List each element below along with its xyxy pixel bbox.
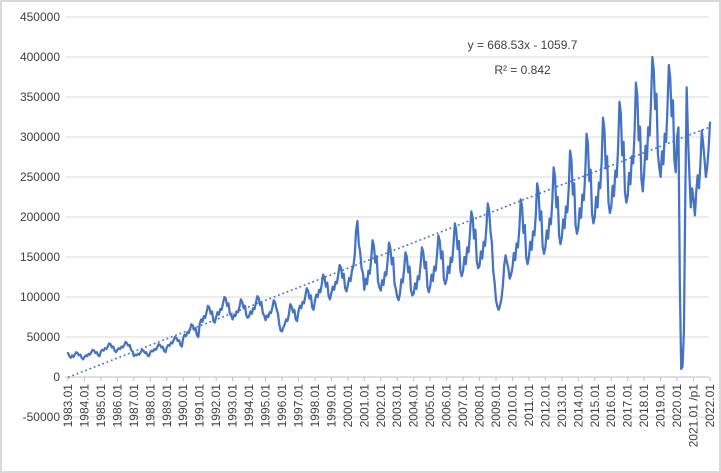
- data-series-line: [66, 55, 712, 371]
- x-axis-tick-label: 2017.01: [621, 384, 635, 428]
- x-axis-tick-label: 1992.01: [209, 384, 223, 428]
- y-axis-tick-label: 400000: [20, 50, 60, 64]
- x-axis-tick-label: 1999.01: [324, 384, 338, 428]
- x-axis-tick-label: 2016.01: [604, 384, 618, 428]
- x-axis-tick-label: 1991.01: [193, 384, 207, 428]
- x-axis-tick-label: 1987.01: [127, 384, 141, 428]
- x-axis-tick-label: 2004.01: [407, 384, 421, 428]
- y-axis-tick-label: 100000: [20, 290, 60, 304]
- y-axis-tick-label: 300000: [20, 130, 60, 144]
- x-axis-tick-label: 1995.01: [259, 384, 273, 428]
- x-axis-tick-label: 2010.01: [505, 384, 519, 428]
- y-axis-tick-label: 0: [53, 370, 60, 384]
- x-axis-tick-label: 1988.01: [143, 384, 157, 428]
- x-axis-tick-label: 2005.01: [423, 384, 437, 428]
- y-axis-tick-label: 450000: [20, 10, 60, 24]
- x-axis-tick-label: 1986.01: [110, 384, 124, 428]
- x-axis-tick-label: 2011.01: [522, 384, 536, 427]
- x-axis-tick-label: 2012.01: [538, 384, 552, 428]
- x-axis-tick-label: 2009.01: [489, 384, 503, 428]
- x-axis-tick-label: 1983.01: [61, 384, 75, 428]
- x-axis-tick-label: 2006.01: [440, 384, 454, 428]
- x-axis-tick-label: 2001.01: [357, 384, 371, 428]
- x-axis-tick-label: 2018.01: [637, 384, 651, 428]
- x-axis-tick-label: 1990.01: [176, 384, 190, 428]
- x-axis-tick-label: 1985.01: [94, 384, 108, 428]
- x-axis-tick-label: 1997.01: [291, 384, 305, 428]
- x-axis-tick-label: 2002.01: [374, 384, 388, 428]
- x-axis-tick-label: 1996.01: [275, 384, 289, 428]
- x-axis-tick-label: 1993.01: [226, 384, 240, 428]
- y-axis-tick-label: 50000: [27, 330, 61, 344]
- x-axis-tick-label: 1994.01: [242, 384, 256, 428]
- x-axis-tick-label: 1998.01: [308, 384, 322, 428]
- y-axis-tick-label: 350000: [20, 90, 60, 104]
- x-axis-tick-label: 2013.01: [555, 384, 569, 428]
- x-axis-tick-label: 2019.01: [654, 384, 668, 428]
- x-axis-tick-label: 1984.01: [77, 384, 91, 428]
- x-axis-tick-label: 2000.01: [341, 384, 355, 428]
- r-squared-text: R² = 0.842: [494, 63, 551, 77]
- x-axis-tick-label: 2008.01: [473, 384, 487, 428]
- x-axis-tick-label: 2003.01: [390, 384, 404, 428]
- x-axis-tick-label: 2022.01: [703, 384, 717, 428]
- y-axis-tick-label: 250000: [20, 170, 60, 184]
- y-axis-tick-label: 200000: [20, 210, 60, 224]
- y-axis-tick-label: 150000: [20, 250, 60, 264]
- trendline-equation-text: y = 668.53x - 1059.7: [467, 38, 578, 52]
- x-axis-tick-label: 1989.01: [160, 384, 174, 428]
- x-axis-tick-label: 2014.01: [571, 384, 585, 428]
- x-axis-tick-label: 2007.01: [456, 384, 470, 428]
- x-axis-tick-label: 2015.01: [588, 384, 602, 428]
- x-axis-tick-label: 2021.01 /p1: [687, 384, 701, 448]
- trendline-annotation: y = 668.53x - 1059.7 R² = 0.842: [430, 33, 615, 83]
- x-axis-tick-label: 2020.01: [670, 384, 684, 428]
- y-axis-tick-label: -50000: [23, 410, 61, 424]
